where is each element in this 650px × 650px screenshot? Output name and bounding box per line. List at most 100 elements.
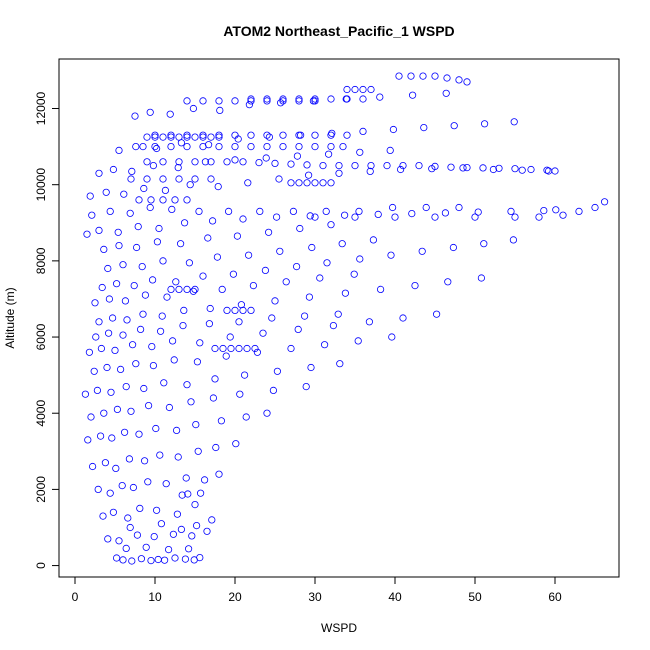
data-point <box>191 175 199 183</box>
data-point <box>329 321 337 330</box>
data-point <box>296 224 304 233</box>
data-point <box>369 236 377 244</box>
data-point <box>309 97 317 105</box>
data-point <box>511 165 519 173</box>
data-point <box>239 215 247 223</box>
data-point <box>152 424 160 433</box>
data-point <box>215 131 223 139</box>
data-point <box>159 196 167 204</box>
data-point <box>175 133 183 141</box>
data-point <box>177 525 185 534</box>
data-point <box>395 72 403 80</box>
data-point <box>175 175 183 183</box>
data-point <box>279 97 287 105</box>
data-point <box>153 144 161 153</box>
data-point <box>163 293 171 301</box>
data-point <box>153 506 161 514</box>
data-point <box>197 489 205 497</box>
data-point <box>151 143 159 151</box>
data-point <box>232 440 240 448</box>
data-point <box>242 413 250 421</box>
data-point <box>159 158 167 166</box>
data-point <box>236 390 244 398</box>
data-point <box>295 143 303 151</box>
data-point <box>146 203 154 212</box>
data-point <box>245 251 253 259</box>
data-point <box>359 95 367 103</box>
data-point <box>126 523 134 532</box>
data-point <box>407 72 415 80</box>
data-point <box>106 489 114 497</box>
data-point <box>551 167 559 175</box>
data-point <box>253 348 261 356</box>
data-point <box>143 133 151 141</box>
data-point <box>134 223 142 231</box>
data-point <box>181 555 189 563</box>
data-point <box>179 321 187 330</box>
data-point <box>575 207 583 215</box>
data-point <box>247 97 255 105</box>
data-point <box>233 232 241 240</box>
data-point <box>388 333 396 341</box>
data-point <box>173 510 181 518</box>
data-point <box>223 158 231 166</box>
data-point <box>223 306 231 314</box>
data-point <box>552 206 560 214</box>
data-point <box>231 156 239 164</box>
data-point <box>275 175 283 183</box>
data-point <box>239 306 247 314</box>
data-point <box>170 356 178 364</box>
data-point <box>137 325 145 333</box>
data-point <box>204 234 212 242</box>
data-point <box>167 143 175 151</box>
data-point <box>311 131 319 139</box>
data-point <box>189 287 197 295</box>
data-point <box>160 379 168 387</box>
data-point <box>386 146 394 154</box>
data-point <box>119 556 127 564</box>
data-point <box>183 196 191 204</box>
data-point <box>115 537 123 545</box>
data-point <box>219 344 227 353</box>
data-point <box>340 211 349 219</box>
data-point <box>287 344 295 353</box>
data-point <box>289 207 297 215</box>
data-point <box>218 285 226 293</box>
data-point <box>132 360 140 368</box>
data-point <box>303 179 311 187</box>
data-point <box>323 259 331 267</box>
data-point <box>188 532 196 540</box>
data-point <box>92 333 100 341</box>
data-point <box>212 443 220 452</box>
data-point <box>205 141 213 149</box>
data-point <box>182 474 190 482</box>
data-point <box>195 207 203 215</box>
data-point <box>133 531 141 539</box>
data-point <box>143 158 151 166</box>
data-point <box>231 97 239 105</box>
data-point <box>356 148 364 156</box>
data-point <box>186 181 194 189</box>
data-point <box>104 535 112 543</box>
y-axis: 0 2000 4000 6000 8000 10000 12000 <box>34 92 60 569</box>
y-tick-label: 4000 <box>34 400 48 427</box>
data-point <box>105 329 113 337</box>
data-point <box>142 543 150 551</box>
data-point <box>311 143 319 151</box>
data-point <box>151 131 159 139</box>
data-point <box>162 480 170 488</box>
data-point <box>311 95 319 103</box>
data-point <box>113 280 121 288</box>
data-point <box>161 556 169 564</box>
data-point <box>167 133 175 141</box>
data-point <box>94 485 102 493</box>
y-tick-label: 12000 <box>34 92 48 126</box>
data-point <box>443 74 451 82</box>
data-point <box>87 413 95 421</box>
data-point <box>83 230 91 238</box>
data-point <box>293 152 301 160</box>
data-point <box>217 417 225 425</box>
data-point <box>295 179 303 187</box>
data-point <box>306 212 314 220</box>
